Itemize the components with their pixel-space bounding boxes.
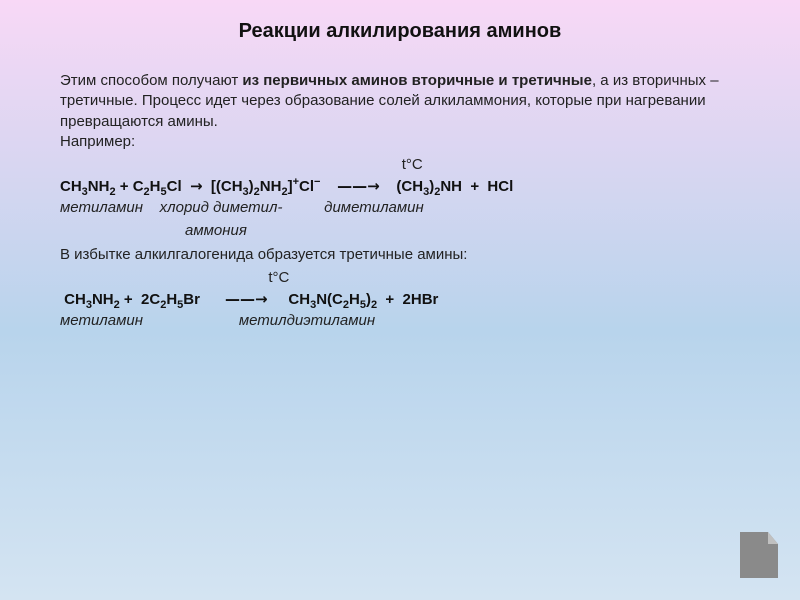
equation-1: CH3NH2 + C2H5Cl → [(CH3)2NH2]+Cl− ——→ (C… — [60, 177, 740, 195]
equation-2: CH3NH2 + 2C2H5Br ——→ CH3N(C2H5)2 + 2HBr — [60, 290, 740, 308]
slide-title: Реакции алкилирования аминов — [60, 20, 740, 43]
chemistry-slide: Реакции алкилирования аминов Этим способ… — [0, 0, 800, 329]
equation-2-annotation: метиламин метилдиэтиламин — [60, 312, 740, 329]
equation-1-annotation-line2: аммония — [60, 222, 740, 239]
example-label: Например: — [60, 132, 740, 152]
excess-line: В избытке алкилгалогенида образуется тре… — [60, 245, 740, 265]
equation-1-annotation-line1: метиламин хлорид диметил- диметиламин — [60, 199, 740, 216]
next-page-icon[interactable] — [740, 532, 778, 578]
intro-paragraph: Этим способом получают из первичных амин… — [60, 71, 740, 132]
intro-part-1: Этим способом получают — [60, 72, 242, 89]
temperature-marker-1: t°C — [60, 156, 740, 173]
temperature-marker-2: t°C — [60, 269, 740, 286]
intro-bold: из первичных аминов вторичные и третичны… — [242, 72, 592, 89]
